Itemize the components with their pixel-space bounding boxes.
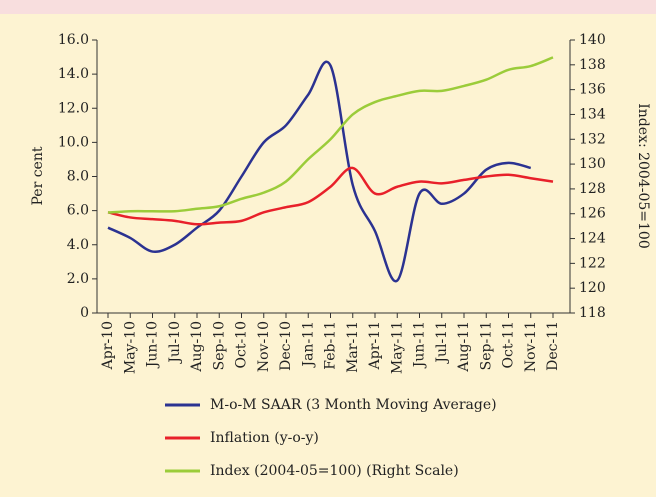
- y2-tick-label: 118: [579, 305, 606, 321]
- y-tick-label: 2.0: [67, 271, 89, 287]
- x-tick-label: Aug-10: [189, 321, 205, 373]
- x-tick-label: Jul-10: [167, 321, 183, 365]
- x-tick-label: Jan-11: [300, 321, 316, 369]
- x-tick-label: Dec-10: [278, 321, 294, 371]
- legend-label: Inflation (y-o-y): [210, 430, 319, 446]
- series-line: [107, 56, 554, 214]
- x-tick-label: Jun-10: [145, 321, 161, 369]
- x-tick-label: Mar-11: [345, 321, 361, 373]
- y2-tick-label: 140: [579, 32, 606, 48]
- y2-tick-label: 134: [579, 106, 606, 122]
- x-tick-label: Sep-10: [211, 321, 227, 370]
- x-tick-label: Jun-11: [412, 321, 428, 369]
- y-tick-label: 10.0: [58, 134, 89, 150]
- y2-tick-label: 136: [579, 82, 606, 98]
- y2-tick-label: 128: [579, 181, 606, 197]
- x-tick-label: Sep-11: [478, 321, 494, 370]
- y-tick-label: 16.0: [58, 32, 89, 48]
- x-tick-label: Aug-11: [456, 321, 472, 373]
- x-tick-label: Nov-11: [523, 321, 539, 372]
- y-tick-label: 4.0: [67, 237, 89, 253]
- x-tick-label: Nov-10: [256, 321, 272, 372]
- y2-tick-label: 120: [579, 280, 606, 296]
- x-tick-label: Oct-11: [501, 321, 517, 369]
- y-tick-label: 8.0: [67, 169, 89, 185]
- y2-tick-label: 124: [579, 231, 606, 247]
- x-tick-label: Oct-10: [234, 321, 250, 369]
- y2-tick-label: 126: [579, 206, 606, 222]
- y2-tick-label: 122: [579, 255, 606, 271]
- header-band: [0, 0, 656, 14]
- y-tick-label: 12.0: [58, 100, 89, 116]
- x-tick-label: Dec-11: [545, 321, 561, 371]
- series-line: [107, 166, 554, 226]
- x-tick-label: Apr-10: [100, 321, 116, 370]
- y2-tick-label: 132: [579, 131, 606, 147]
- y-axis-label: Per cent: [30, 146, 46, 205]
- x-tick-label: Apr-11: [367, 321, 383, 370]
- y2-tick-label: 138: [579, 57, 606, 73]
- legend-label: M-o-M SAAR (3 Month Moving Average): [210, 397, 497, 413]
- y2-axis-label: Index: 2004-05=100: [635, 103, 651, 248]
- y2-tick-label: 130: [579, 156, 606, 172]
- y-tick-label: 6.0: [67, 203, 89, 219]
- legend-label: Index (2004-05=100) (Right Scale): [210, 463, 459, 479]
- y-tick-label: 14.0: [58, 66, 89, 82]
- series-line: [107, 60, 532, 283]
- x-tick-label: May-11: [389, 321, 405, 374]
- x-tick-label: Jul-11: [434, 321, 450, 365]
- x-tick-label: May-10: [122, 321, 138, 374]
- y-tick-label: 0: [80, 305, 89, 321]
- x-tick-label: Feb-11: [323, 321, 339, 370]
